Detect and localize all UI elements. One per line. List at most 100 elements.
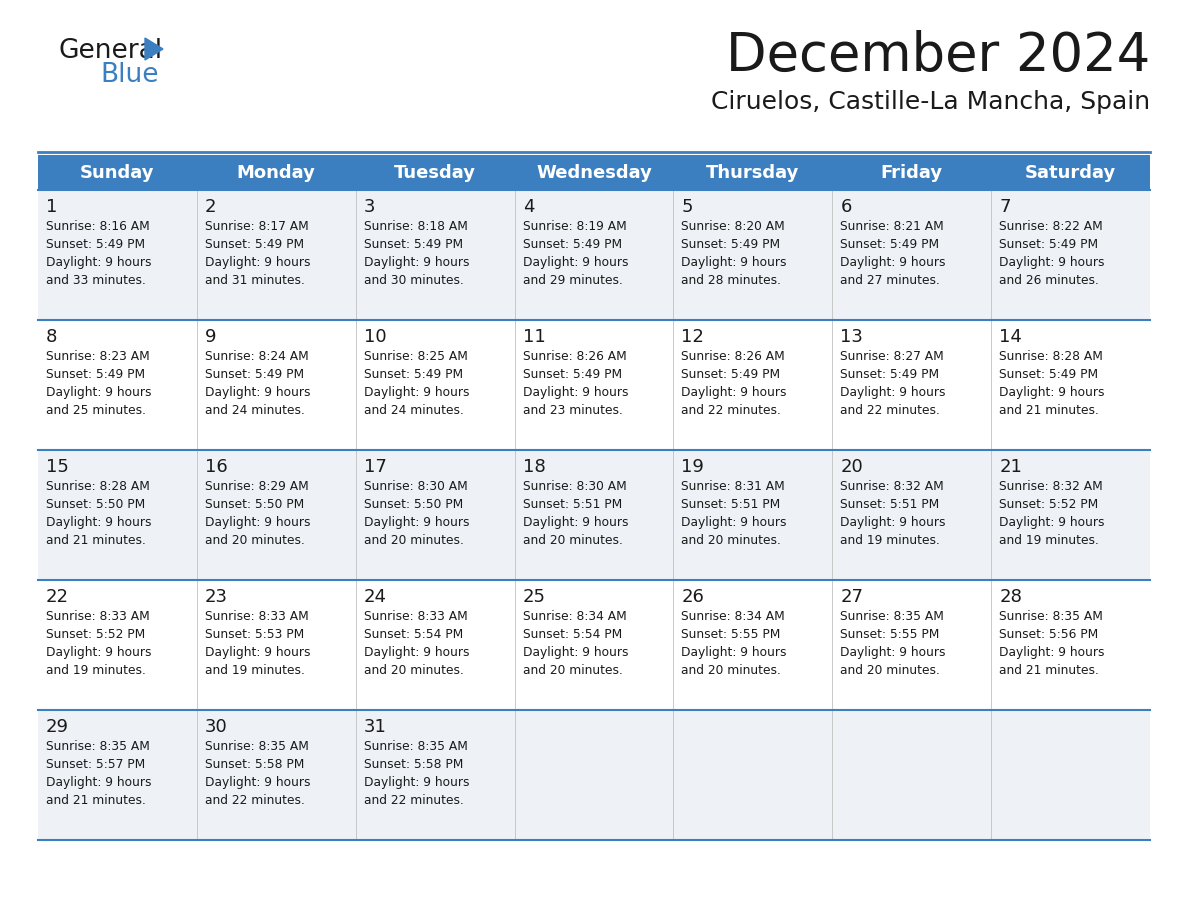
Text: Sunset: 5:55 PM: Sunset: 5:55 PM (682, 628, 781, 641)
Text: 29: 29 (46, 718, 69, 736)
Text: Sunset: 5:49 PM: Sunset: 5:49 PM (523, 238, 621, 251)
Text: 15: 15 (46, 458, 69, 476)
Text: Wednesday: Wednesday (536, 163, 652, 182)
Text: and 33 minutes.: and 33 minutes. (46, 274, 146, 287)
Text: Sunrise: 8:17 AM: Sunrise: 8:17 AM (204, 220, 309, 233)
Text: Daylight: 9 hours: Daylight: 9 hours (999, 646, 1105, 659)
Text: and 20 minutes.: and 20 minutes. (204, 534, 305, 547)
Text: and 31 minutes.: and 31 minutes. (204, 274, 305, 287)
Text: Daylight: 9 hours: Daylight: 9 hours (46, 776, 152, 789)
Text: and 20 minutes.: and 20 minutes. (840, 664, 940, 677)
Text: Daylight: 9 hours: Daylight: 9 hours (682, 516, 786, 529)
Bar (38, 710, 1150, 840)
Text: Sunrise: 8:30 AM: Sunrise: 8:30 AM (523, 480, 626, 493)
Text: and 19 minutes.: and 19 minutes. (840, 534, 940, 547)
Text: 20: 20 (840, 458, 862, 476)
Text: 25: 25 (523, 588, 545, 606)
Text: 26: 26 (682, 588, 704, 606)
Text: Saturday: Saturday (1025, 163, 1117, 182)
Text: 7: 7 (999, 198, 1011, 216)
Text: Sunset: 5:49 PM: Sunset: 5:49 PM (840, 238, 940, 251)
Text: and 22 minutes.: and 22 minutes. (204, 794, 305, 807)
Text: Sunrise: 8:18 AM: Sunrise: 8:18 AM (364, 220, 468, 233)
Text: and 24 minutes.: and 24 minutes. (204, 404, 305, 417)
Text: and 20 minutes.: and 20 minutes. (682, 534, 782, 547)
Text: Sunrise: 8:34 AM: Sunrise: 8:34 AM (523, 610, 626, 623)
Text: Daylight: 9 hours: Daylight: 9 hours (840, 646, 946, 659)
Text: 24: 24 (364, 588, 387, 606)
Text: and 22 minutes.: and 22 minutes. (364, 794, 463, 807)
Text: and 21 minutes.: and 21 minutes. (999, 404, 1099, 417)
Text: Sunset: 5:49 PM: Sunset: 5:49 PM (999, 368, 1098, 381)
Text: 6: 6 (840, 198, 852, 216)
Text: Sunrise: 8:31 AM: Sunrise: 8:31 AM (682, 480, 785, 493)
Text: Sunset: 5:51 PM: Sunset: 5:51 PM (840, 498, 940, 511)
Text: Blue: Blue (100, 62, 158, 88)
Text: Sunrise: 8:27 AM: Sunrise: 8:27 AM (840, 350, 944, 363)
Text: 23: 23 (204, 588, 228, 606)
Text: 19: 19 (682, 458, 704, 476)
Text: and 22 minutes.: and 22 minutes. (840, 404, 940, 417)
Text: 22: 22 (46, 588, 69, 606)
Text: Sunrise: 8:35 AM: Sunrise: 8:35 AM (46, 740, 150, 753)
Text: Tuesday: Tuesday (394, 163, 476, 182)
Text: Sunset: 5:49 PM: Sunset: 5:49 PM (840, 368, 940, 381)
Text: Sunset: 5:50 PM: Sunset: 5:50 PM (46, 498, 145, 511)
Text: Daylight: 9 hours: Daylight: 9 hours (364, 386, 469, 399)
Text: and 30 minutes.: and 30 minutes. (364, 274, 463, 287)
Text: 13: 13 (840, 328, 864, 346)
Text: Friday: Friday (880, 163, 943, 182)
Text: Sunset: 5:49 PM: Sunset: 5:49 PM (682, 238, 781, 251)
Text: General: General (58, 38, 162, 64)
Text: Sunrise: 8:22 AM: Sunrise: 8:22 AM (999, 220, 1102, 233)
Text: Sunrise: 8:21 AM: Sunrise: 8:21 AM (840, 220, 944, 233)
Text: Daylight: 9 hours: Daylight: 9 hours (682, 256, 786, 269)
Text: Sunset: 5:49 PM: Sunset: 5:49 PM (364, 238, 463, 251)
Text: 16: 16 (204, 458, 228, 476)
Text: Daylight: 9 hours: Daylight: 9 hours (204, 516, 310, 529)
Text: Daylight: 9 hours: Daylight: 9 hours (46, 256, 152, 269)
Text: Sunset: 5:49 PM: Sunset: 5:49 PM (364, 368, 463, 381)
Text: Sunset: 5:56 PM: Sunset: 5:56 PM (999, 628, 1099, 641)
Text: Sunrise: 8:19 AM: Sunrise: 8:19 AM (523, 220, 626, 233)
Text: and 20 minutes.: and 20 minutes. (364, 664, 463, 677)
Text: Sunrise: 8:23 AM: Sunrise: 8:23 AM (46, 350, 150, 363)
Text: Sunset: 5:52 PM: Sunset: 5:52 PM (46, 628, 145, 641)
Text: Sunset: 5:49 PM: Sunset: 5:49 PM (682, 368, 781, 381)
Text: Sunset: 5:49 PM: Sunset: 5:49 PM (523, 368, 621, 381)
Bar (38, 320, 1150, 450)
Text: Daylight: 9 hours: Daylight: 9 hours (682, 646, 786, 659)
Text: Sunrise: 8:33 AM: Sunrise: 8:33 AM (46, 610, 150, 623)
Text: and 19 minutes.: and 19 minutes. (204, 664, 305, 677)
Text: and 25 minutes.: and 25 minutes. (46, 404, 146, 417)
Bar (38, 580, 1150, 710)
Text: and 21 minutes.: and 21 minutes. (999, 664, 1099, 677)
Text: Sunset: 5:58 PM: Sunset: 5:58 PM (204, 758, 304, 771)
Text: Sunset: 5:52 PM: Sunset: 5:52 PM (999, 498, 1099, 511)
Text: 3: 3 (364, 198, 375, 216)
Text: Daylight: 9 hours: Daylight: 9 hours (204, 386, 310, 399)
Text: 30: 30 (204, 718, 228, 736)
Text: Thursday: Thursday (706, 163, 800, 182)
Text: Sunday: Sunday (80, 163, 154, 182)
Text: Daylight: 9 hours: Daylight: 9 hours (46, 646, 152, 659)
Text: and 20 minutes.: and 20 minutes. (523, 664, 623, 677)
Text: 21: 21 (999, 458, 1022, 476)
Bar (38, 155, 1150, 190)
Text: 31: 31 (364, 718, 386, 736)
Text: 28: 28 (999, 588, 1022, 606)
Text: Sunset: 5:49 PM: Sunset: 5:49 PM (999, 238, 1098, 251)
Text: 4: 4 (523, 198, 535, 216)
Text: Sunrise: 8:35 AM: Sunrise: 8:35 AM (840, 610, 944, 623)
Text: Sunrise: 8:26 AM: Sunrise: 8:26 AM (682, 350, 785, 363)
Text: 10: 10 (364, 328, 386, 346)
Text: 27: 27 (840, 588, 864, 606)
Text: Daylight: 9 hours: Daylight: 9 hours (523, 516, 628, 529)
Text: Sunrise: 8:28 AM: Sunrise: 8:28 AM (999, 350, 1102, 363)
Text: Daylight: 9 hours: Daylight: 9 hours (46, 516, 152, 529)
Text: and 23 minutes.: and 23 minutes. (523, 404, 623, 417)
Text: Daylight: 9 hours: Daylight: 9 hours (523, 386, 628, 399)
Text: Sunset: 5:49 PM: Sunset: 5:49 PM (46, 368, 145, 381)
Text: Sunrise: 8:24 AM: Sunrise: 8:24 AM (204, 350, 309, 363)
Text: Sunset: 5:51 PM: Sunset: 5:51 PM (682, 498, 781, 511)
